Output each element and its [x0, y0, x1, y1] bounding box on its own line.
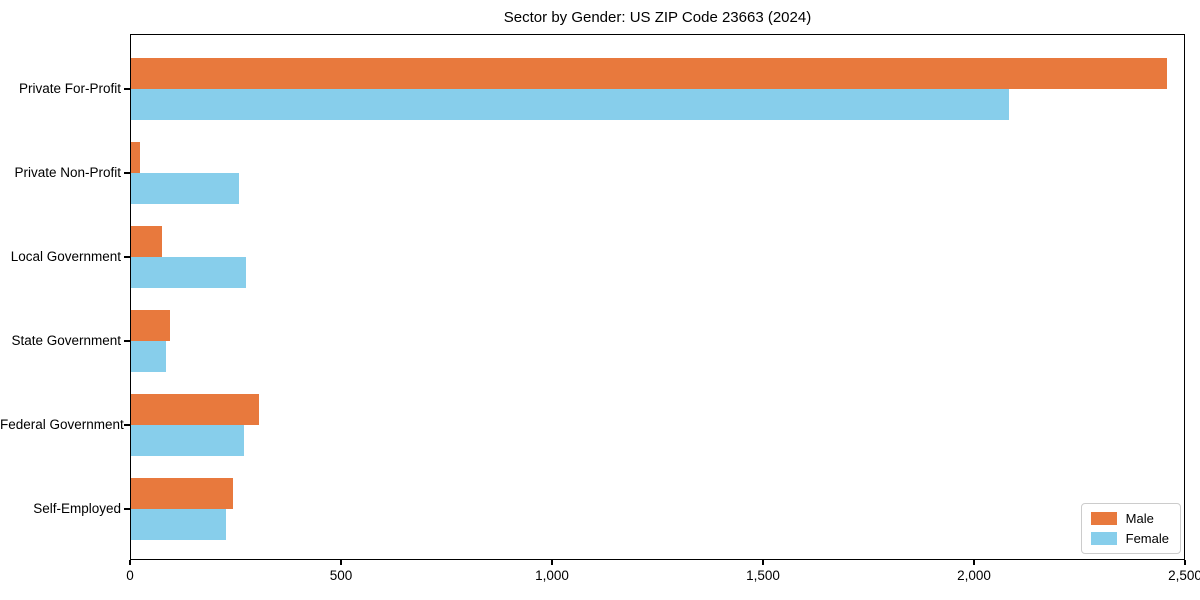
x-tick	[551, 560, 553, 565]
bar-female-1	[130, 173, 239, 204]
y-axis-label: Federal Government	[0, 417, 124, 432]
x-tick	[129, 560, 131, 565]
y-tick	[124, 172, 130, 174]
y-tick	[124, 340, 130, 342]
x-axis-label: 0	[126, 568, 134, 583]
bar-male-1	[130, 142, 140, 173]
chart-title: Sector by Gender: US ZIP Code 23663 (202…	[503, 9, 812, 26]
x-axis-label: 1,500	[746, 568, 780, 583]
legend-item-male: Male	[1090, 511, 1169, 526]
x-axis-label: 2,500	[1168, 568, 1200, 583]
x-axis-label: 2,000	[957, 568, 991, 583]
legend-swatch-male	[1090, 512, 1117, 525]
bar-male-2	[130, 226, 163, 257]
bar-female-2	[130, 257, 246, 288]
y-axis-label: Private Non-Profit	[14, 165, 121, 180]
x-tick	[1184, 560, 1186, 565]
bar-female-4	[130, 425, 244, 456]
legend: Male Female	[1080, 503, 1181, 554]
y-axis-label: Private For-Profit	[18, 81, 121, 96]
y-axis-label: Local Government	[10, 249, 121, 264]
bar-male-4	[130, 394, 259, 425]
y-axis-label: Self-Employed	[33, 501, 121, 516]
y-tick	[124, 508, 130, 510]
legend-item-female: Female	[1090, 531, 1169, 546]
bar-female-5	[130, 509, 227, 540]
x-tick	[973, 560, 975, 565]
bar-male-5	[130, 478, 233, 509]
x-axis-label: 500	[329, 568, 353, 583]
legend-label: Female	[1125, 531, 1169, 546]
y-axis-label: State Government	[11, 333, 121, 348]
bar-female-3	[130, 341, 167, 372]
y-tick	[124, 256, 130, 258]
legend-swatch-female	[1090, 532, 1117, 545]
bar-male-3	[130, 310, 170, 341]
plot-area	[130, 34, 1185, 560]
x-axis-label: 1,000	[535, 568, 569, 583]
x-tick	[340, 560, 342, 565]
bar-female-0	[130, 89, 1009, 120]
y-tick	[124, 88, 130, 90]
x-tick	[762, 560, 764, 565]
y-tick	[124, 424, 130, 426]
bar-male-0	[130, 58, 1167, 89]
legend-label: Male	[1125, 511, 1154, 526]
